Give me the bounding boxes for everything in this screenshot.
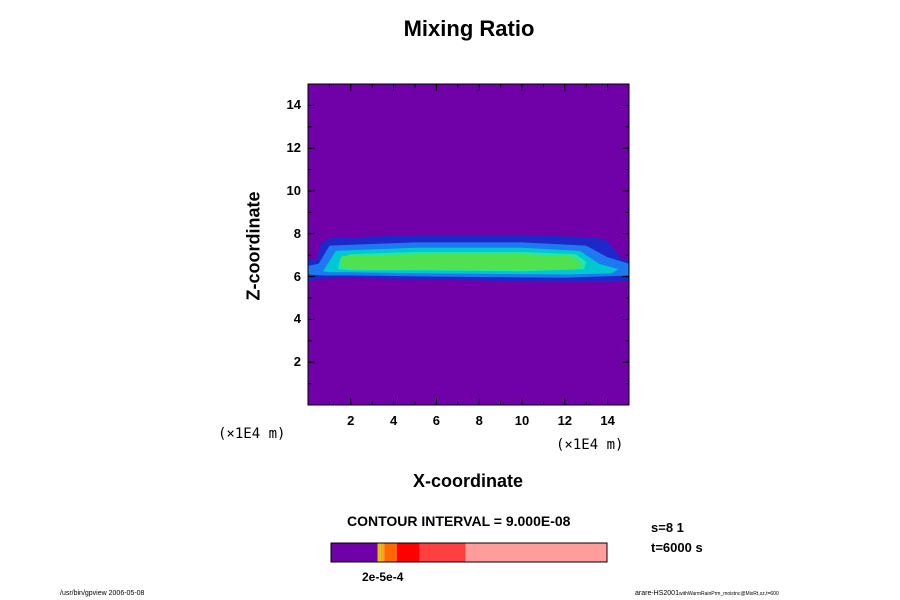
x-tick-label: 12 [557, 413, 573, 428]
x-tick-label: 4 [389, 413, 398, 428]
y-tick-label: 2 [293, 354, 301, 370]
axis-ticks [308, 84, 629, 405]
colorbar-segment-6 [419, 543, 466, 562]
y-tick-label: 6 [293, 268, 301, 284]
x-tick-label: 6 [432, 413, 441, 428]
x-tick-label: 2 [347, 413, 355, 428]
colorbar-label: 2e-5e-4 [362, 570, 404, 584]
x-axis-unit: (×1E4 m) [556, 437, 624, 453]
x-axis-label: X-coordinate [412, 471, 524, 491]
z-axis-label: Z-coordinate [243, 191, 264, 301]
colorbar-segment-5 [396, 543, 420, 562]
x-tick-label: 14 [600, 413, 615, 428]
footer-right-small: withWarmRainPrm_moistnc@MixRt,xz,t=600 [678, 591, 779, 597]
info-s: s=8 1 [651, 520, 684, 535]
colorbar-segment-3 [381, 543, 385, 562]
footer-right-main: arare-HS2001 [635, 590, 679, 597]
y-tick-label: 14 [286, 97, 301, 113]
footer-right: arare-HS2001withWarmRainPrm_moistnc@MixR… [635, 590, 779, 597]
x-tick-label: 8 [475, 413, 483, 428]
contour-fills [308, 84, 629, 405]
chart-title: Mixing Ratio [403, 16, 535, 41]
colorbar-segment-7 [465, 543, 607, 562]
y-tick-label: 10 [286, 183, 301, 198]
contour-interval-text: CONTOUR INTERVAL = 9.000E-08 [347, 513, 571, 529]
colorbar-frame [330, 542, 608, 563]
y-tick-label: 8 [293, 225, 301, 241]
contour-band-5 [341, 254, 582, 271]
plot-frame [307, 83, 630, 406]
y-tick-label: 4 [293, 311, 301, 327]
info-t: t=6000 s [651, 540, 703, 555]
z-axis-unit: (×1E4 m) [218, 426, 286, 442]
colorbar-segment-1 [331, 543, 378, 562]
x-tick-label: 10 [514, 413, 530, 428]
colorbar-segment-2 [377, 543, 381, 562]
y-tick-label: 12 [286, 140, 301, 156]
colorbar-segment-4 [384, 543, 397, 562]
colorbar [330, 542, 608, 563]
footer-left: /usr/bin/gpview 2006-05-08 [60, 590, 145, 597]
